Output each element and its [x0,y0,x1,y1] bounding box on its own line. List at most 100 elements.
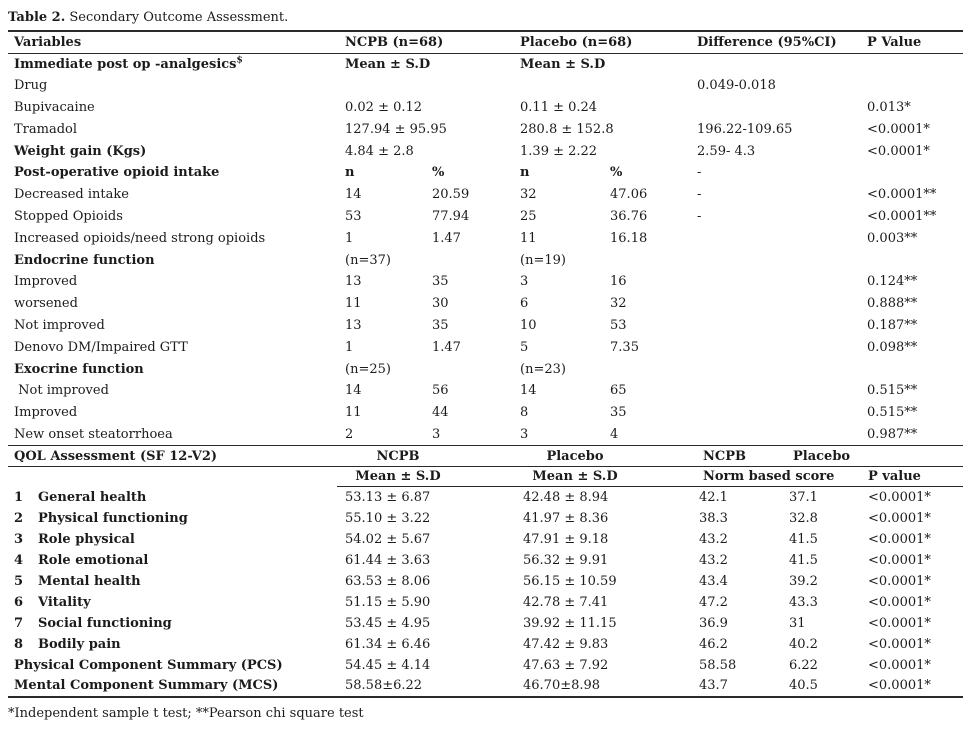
row-label: Increased opioids/need strong opioids [14,230,266,246]
row-number: 4 [14,552,24,568]
table-caption: Table 2. Secondary Outcome Assessment. [8,6,967,30]
cell-difference: - [697,165,702,181]
table-caption-text: Secondary Outcome Assessment. [65,10,289,25]
cell-ncpb-n: 13 [345,317,362,333]
cell-norm-ncpb: 42.1 [699,490,728,506]
cell-difference: - [697,187,702,203]
table-row: Denovo DM/Impaired GTT 1 1.47 5 7.35 0.098** [8,336,963,358]
row-label: Immediate post op -analgesics$ [14,55,243,72]
cell-ncpb-mean: 55.10 ± 3.22 [345,510,431,526]
cell-ncpb-mean: 51.15 ± 5.90 [345,594,431,610]
cell-ncpb-mean: 58.58±6.22 [345,678,423,694]
cell-pvalue: <0.0001* [867,121,930,137]
row-label: Improved [14,274,78,290]
row-label: Endocrine function [14,252,155,268]
cell-norm-placebo: 40.5 [789,678,818,694]
cell-difference [689,358,857,380]
row-label: 3 Role physical [8,529,337,550]
row-label: Decreased intake [14,187,129,203]
cell-placebo-mean: 41.97 ± 8.36 [523,510,609,526]
cell-difference [689,227,857,249]
cell-placebo-n: 280.8 ± 152.8 [520,121,614,137]
qol-subheader-norm-score: Norm based score [691,466,858,488]
cell-difference: - [697,208,702,224]
table-row: 6 Vitality 51.15 ± 5.90 42.78 ± 7.41 47.2 43.… [8,592,963,613]
cell-norm-ncpb: 47.2 [699,594,728,610]
table-row: 1 General health 53.13 ± 6.87 42.48 ± 8.94 4… [8,487,963,508]
cell-ncpb-n: (n=25) [345,361,391,377]
row-label: Mental Component Summary (MCS) [8,676,337,697]
cell-pvalue: <0.0001* [868,573,931,589]
cell-ncpb-pct: 44 [432,405,449,421]
row-label: Physical Component Summary (PCS) [8,655,337,676]
row-label: 4 Role emotional [8,550,337,571]
table-row: Bupivacaine 0.02 ± 0.12 0.11 ± 0.24 0.013* [8,97,963,119]
cell-norm-ncpb: 43.2 [699,531,728,547]
cell-ncpb-pct: 35 [432,274,449,290]
cell-placebo-pct: 36.76 [610,208,648,224]
qol-header-empty [858,445,963,468]
cell-pvalue [857,75,963,97]
cell-placebo-n: (n=19) [520,252,566,268]
row-number: 2 [14,510,24,526]
table-row: Increased opioids/need strong opioids 1 1.… [8,227,963,249]
row-label-text: Mental Component Summary (MCS) [14,678,279,694]
table-row: Immediate post op -analgesics$ Mean ± S.D… [8,53,963,75]
cell-placebo-n: 8 [520,405,529,421]
row-label: Denovo DM/Impaired GTT [14,339,188,355]
cell-pvalue: <0.0001* [868,678,931,694]
cell-placebo-n: 5 [520,339,529,355]
table-row: 2 Physical functioning 55.10 ± 3.22 41.97 ±… [8,508,963,529]
row-label-text: Mental health [38,573,141,589]
cell-placebo-pct: 47.06 [610,187,648,203]
cell-difference [689,315,857,337]
cell-ncpb-mean: 54.45 ± 4.14 [345,657,431,673]
cell-ncpb-n: 13 [345,274,362,290]
cell-placebo-pct [602,358,689,380]
cell-pvalue: 0.888** [867,296,918,312]
cell-difference [689,380,857,402]
cell-pvalue: 0.003** [867,230,918,246]
cell-norm-ncpb: 43.7 [699,678,728,694]
row-number: 6 [14,594,24,610]
cell-norm-placebo: 39.2 [789,573,818,589]
cell-pvalue: <0.0001* [868,615,931,631]
cell-difference: 196.22-109.65 [697,121,793,137]
cell-placebo-pct: 65 [610,383,627,399]
row-number: 3 [14,531,24,547]
row-number: 5 [14,573,24,589]
cell-placebo-n: 1.39 ± 2.22 [520,143,598,159]
table-row: 7 Social functioning 53.45 ± 4.95 39.92 ± 1… [8,613,963,634]
cell-placebo-n: 14 [520,383,537,399]
table-row: Improved 13 35 3 16 0.124** [8,271,963,293]
cell-placebo-n: 10 [520,317,537,333]
table-row: Post-operative opioid intake n% n% - [8,162,963,184]
secondary-outcome-table: Variables NCPB (n=68) Placebo (n=68) Dif… [8,30,964,445]
row-label-text: Role emotional [38,552,149,568]
cell-ncpb-n [337,75,424,97]
table-row: Physical Component Summary (PCS) 54.45 ± … [8,655,963,676]
cell-pvalue [857,358,963,380]
cell-pvalue [857,162,963,184]
cell-ncpb-mean: 53.13 ± 6.87 [345,490,431,506]
cell-ncpb-n: 4.84 ± 2.8 [345,143,414,159]
cell-ncpb-n: 0.02 ± 0.12 [345,99,423,115]
table-row: Endocrine function (n=37) (n=19) [8,249,963,271]
col-header-placebo: Placebo (n=68) [512,30,690,54]
cell-ncpb-mean: 53.45 ± 4.95 [345,615,431,631]
cell-norm-ncpb: 43.4 [699,573,728,589]
cell-placebo-mean: 42.48 ± 8.94 [523,490,609,506]
cell-ncpb-mean: 63.53 ± 8.06 [345,573,431,589]
cell-norm-placebo: 41.5 [789,552,818,568]
cell-pvalue: 0.013* [867,99,911,115]
cell-placebo-pct: % [610,165,623,181]
cell-difference [689,249,857,271]
cell-placebo-pct [602,118,689,140]
cell-pvalue: <0.0001* [868,490,931,506]
cell-placebo-pct [602,75,689,97]
row-label-text: Bodily pain [38,636,121,652]
cell-ncpb-pct [424,140,512,162]
col-header-pvalue: P Value [857,30,964,54]
cell-placebo-pct [602,97,689,119]
cell-placebo-n: 6 [520,296,529,312]
